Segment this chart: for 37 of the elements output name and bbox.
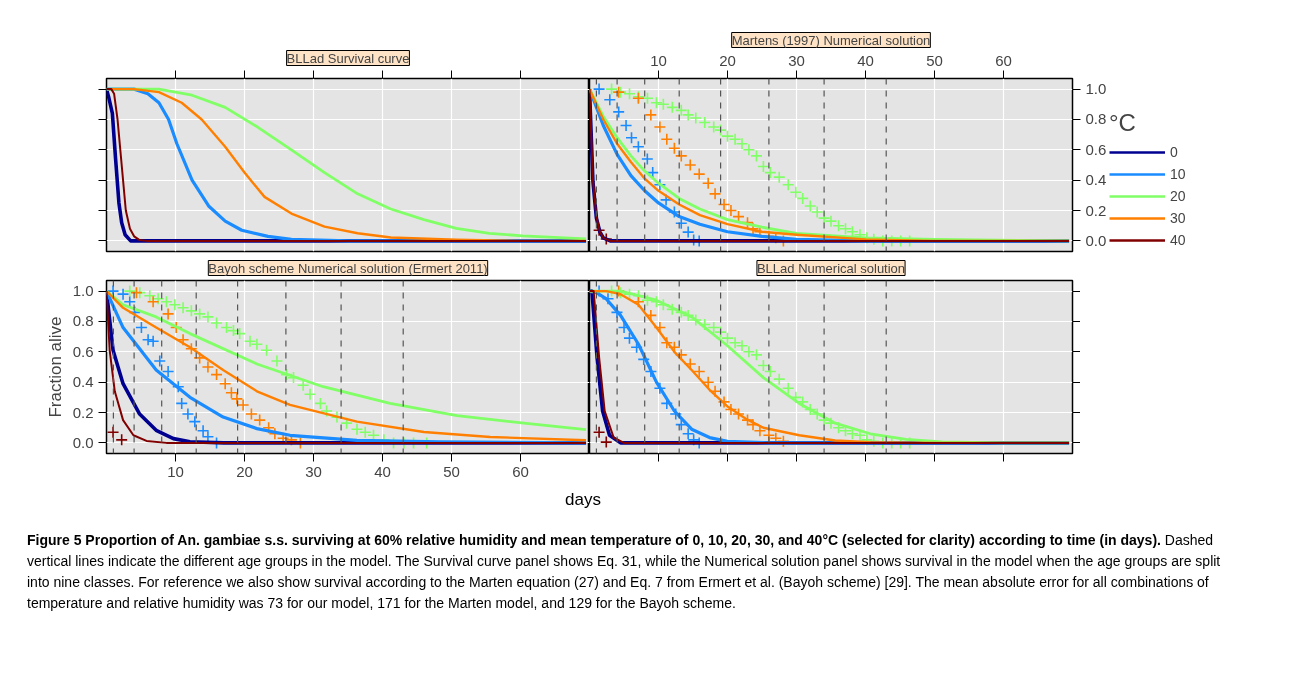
y-tick-label: 0.8 xyxy=(72,312,94,330)
chart-title: BLLad Survival curve xyxy=(286,50,410,66)
x-tick-label: 60 xyxy=(995,51,1012,69)
chart-title: Martens (1997) Numerical solution xyxy=(731,32,931,48)
x-tick-label: 50 xyxy=(443,462,460,480)
x-tick-label: 20 xyxy=(719,51,736,69)
x-tick-label: 30 xyxy=(788,51,805,69)
x-tick-label: 30 xyxy=(305,462,322,480)
x-tick-label: 50 xyxy=(926,51,943,69)
x-tick-label: 40 xyxy=(374,462,391,480)
x-axis-title: days xyxy=(565,489,601,511)
legend-label: 40 xyxy=(1170,232,1187,248)
x-tick-label: 60 xyxy=(512,462,529,480)
caption: Figure 5 Proportion of An. gambiae s.s. surviving at 60% relative humidity and mean temperature of 0, 10, 20, 30, and 40°C (selected for clarity) according to time (in days). xyxy=(27,532,1161,548)
y-tick-label: 0.2 xyxy=(72,403,94,421)
chart-title: BLLad Numerical solution xyxy=(756,260,906,276)
y-axis-title: Fraction alive xyxy=(45,316,65,418)
legend-label: 10 xyxy=(1170,166,1187,182)
chart-title: Bayoh scheme Numerical solution (Ermert 2011) xyxy=(208,260,488,276)
x-tick-label: 10 xyxy=(650,51,667,69)
y-tick-label: 0.0 xyxy=(1085,231,1107,249)
legend-title: °C xyxy=(1109,109,1137,137)
y-tick-label: 0.4 xyxy=(1085,171,1107,189)
x-tick-label: 10 xyxy=(167,462,184,480)
y-tick-label: 0.4 xyxy=(72,373,94,391)
y-tick-label: 0.8 xyxy=(1085,110,1107,128)
x-tick-label: 40 xyxy=(857,51,874,69)
legend-label: 20 xyxy=(1170,188,1187,204)
legend-label: 30 xyxy=(1170,210,1187,226)
legend-label: 0 xyxy=(1170,144,1179,160)
y-tick-label: 0.2 xyxy=(1085,201,1107,219)
y-tick-label: 1.0 xyxy=(72,282,94,300)
y-tick-label: 0.6 xyxy=(1085,140,1107,158)
y-tick-label: 1.0 xyxy=(1085,80,1107,98)
y-tick-label: 0.0 xyxy=(72,433,94,451)
x-tick-label: 20 xyxy=(236,462,253,480)
y-tick-label: 0.6 xyxy=(72,342,94,360)
